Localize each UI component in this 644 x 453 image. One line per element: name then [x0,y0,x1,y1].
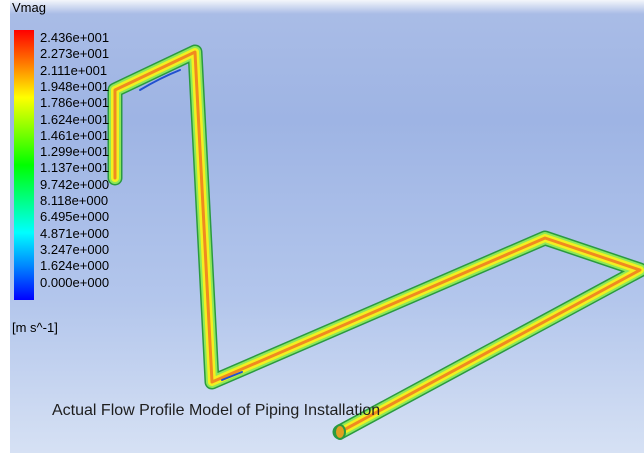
legend-label: 6.495e+000 [40,209,110,225]
caption: Actual Flow Profile Model of Piping Inst… [52,402,381,419]
legend-label: 1.299e+001 [40,144,110,160]
legend-label: 1.948e+001 [40,78,110,94]
legend-label: 0.000e+000 [40,274,110,290]
legend-label: 8.118e+000 [40,193,109,208]
low-speed-zone [221,371,243,381]
legend-label: 2.436e+001 [40,30,110,45]
legend-label: 4.871e+000 [40,225,110,241]
legend-label: 2.111e+001 [40,62,108,78]
color-bar [14,30,34,300]
margin [0,0,10,453]
legend-label: 3.247e+000 [40,241,110,257]
legend-label: 1.137e+001 [40,160,110,176]
legend-title: Vmag [12,0,46,15]
low-speed-zone [139,69,181,91]
legend-label: 1.624e+001 [40,111,110,127]
legend-label: 1.624e+000 [40,258,110,274]
legend-label: 1.461e+001 [40,127,110,143]
legend-unit: [m s^-1] [12,320,58,335]
pipe [107,44,644,440]
legend-label: 1.786e+001 [40,95,110,111]
legend-label: 2.273e+001 [40,46,110,62]
pipe-outlet [334,424,346,440]
legend-label: 9.742e+000 [40,176,110,192]
pipe-center [113,50,642,434]
